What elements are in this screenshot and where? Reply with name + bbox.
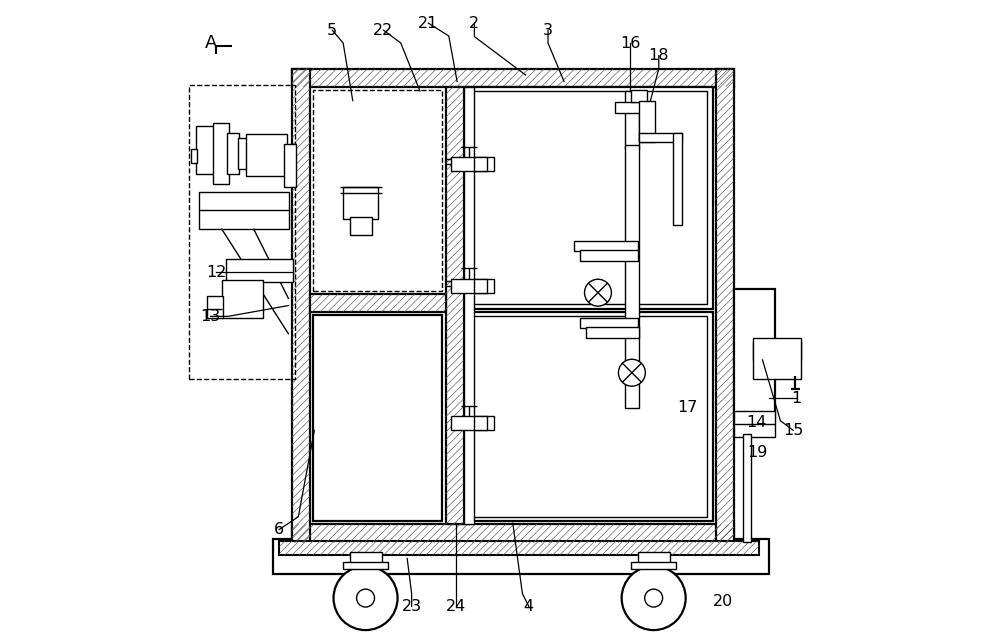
Bar [586,327,639,338]
Bar [580,318,638,328]
Bar [474,416,487,430]
Text: 4: 4 [524,599,534,614]
Text: 23: 23 [402,599,422,614]
Bar [625,145,639,408]
Bar [631,91,647,102]
Text: 18: 18 [649,48,669,63]
Bar [471,91,707,304]
Bar [279,541,759,555]
Bar [734,411,775,437]
Bar [716,69,734,543]
Bar [474,157,487,171]
Bar [753,341,801,360]
Circle shape [645,589,663,607]
Bar [292,69,734,87]
Bar [313,90,442,291]
Bar [639,100,655,142]
Text: 3: 3 [543,23,553,38]
Text: 21: 21 [418,15,438,31]
Bar [615,102,650,113]
Bar [471,316,707,517]
Bar [343,187,378,219]
Bar [451,416,494,430]
Circle shape [622,566,686,630]
Bar [207,296,223,318]
Text: 15: 15 [783,423,803,438]
Text: 13: 13 [200,309,221,324]
Bar [673,132,682,226]
Bar [639,132,682,142]
Bar [631,561,676,569]
Bar [638,552,670,563]
Bar [191,149,197,163]
Bar [467,87,713,309]
Bar [451,157,494,171]
Bar [292,525,734,543]
Bar [464,87,474,525]
Bar [246,134,287,176]
Bar [350,217,372,235]
Bar [226,259,293,282]
Bar [238,138,247,169]
Bar [446,87,464,525]
Circle shape [334,566,398,630]
Circle shape [585,279,611,306]
Bar [313,315,442,521]
Bar [273,539,769,574]
Bar [467,312,713,521]
Bar [350,552,382,563]
Circle shape [357,589,375,607]
Bar [213,123,229,184]
Text: 14: 14 [746,415,766,430]
Circle shape [618,359,645,386]
Text: 12: 12 [206,265,227,280]
Text: 1: 1 [791,391,802,406]
Bar [310,87,716,525]
Bar [474,278,487,293]
Bar [284,143,296,187]
Bar [625,91,639,149]
Text: 22: 22 [373,23,394,38]
Text: 6: 6 [274,522,284,537]
Bar [580,250,638,260]
Text: 5: 5 [327,23,337,38]
Bar [199,192,289,229]
Bar [451,278,494,293]
Bar [227,132,239,174]
Text: A: A [204,34,217,52]
Text: 20: 20 [713,593,733,609]
Bar [292,69,310,543]
Bar [310,294,446,312]
Text: 2: 2 [469,16,479,32]
Bar [734,289,775,417]
Text: 24: 24 [446,599,467,614]
Bar [343,561,388,569]
Bar [753,338,801,379]
Bar [743,433,751,543]
Bar [189,85,295,379]
Text: 19: 19 [747,445,768,460]
Bar [574,242,638,251]
Bar [196,126,222,174]
Bar [222,280,263,318]
Text: 17: 17 [677,401,697,415]
Text: 16: 16 [620,35,640,51]
